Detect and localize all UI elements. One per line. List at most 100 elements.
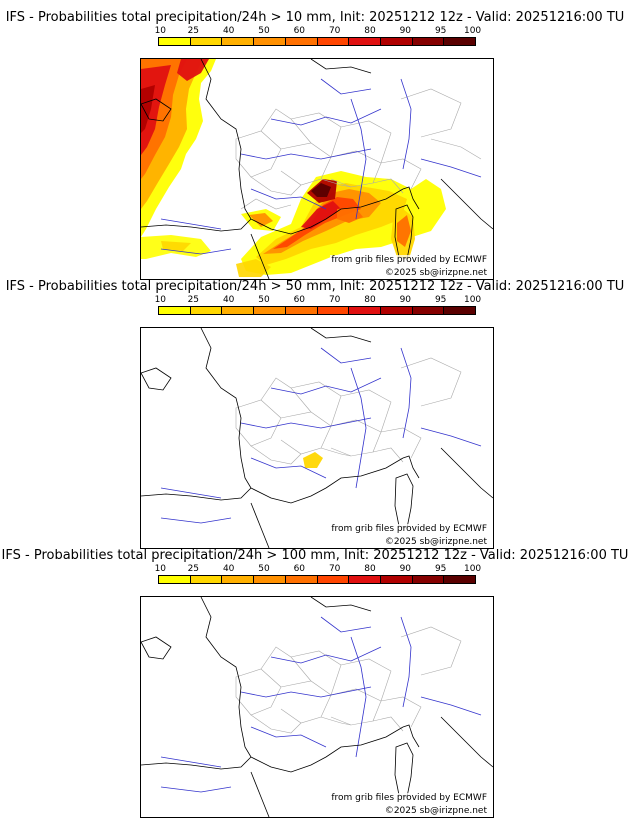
colorbar-label: 90 (399, 564, 412, 574)
precip-area (303, 452, 323, 468)
colorbar-segment (444, 38, 476, 45)
coastline (141, 597, 493, 817)
colorbar-segment (380, 307, 413, 314)
colorbar-label: 25 (187, 564, 200, 574)
colorbar-segment (222, 576, 255, 583)
colorbar-segment (412, 38, 445, 45)
colorbar-label: 40 (222, 295, 235, 305)
colorbar-label: 70 (328, 564, 341, 574)
colorbar-segment (349, 576, 381, 583)
panel-gt100: IFS - Probabilities total precipitation/… (0, 548, 630, 820)
colorbar-label: 40 (222, 564, 235, 574)
colorbar-segment (222, 38, 255, 45)
colorbar-label: 100 (463, 564, 482, 574)
colorbar-segment (190, 576, 223, 583)
colorbar-label: 50 (258, 295, 270, 305)
precip-area (397, 215, 411, 247)
colorbar-segment (349, 307, 381, 314)
colorbar-label: 90 (399, 295, 412, 305)
map-svg (141, 597, 493, 817)
colorbar-label: 80 (364, 564, 376, 574)
map-title: IFS - Probabilities total precipitation/… (1, 548, 629, 563)
credit-source: from grib files provided by ECMWF (330, 524, 488, 534)
coastline (141, 59, 493, 279)
colorbar-strip (158, 575, 476, 584)
colorbar-segment (444, 576, 476, 583)
colorbar-labels: 10 25 40 50 60 70 80 90 95 100 (154, 564, 482, 576)
map-svg (141, 328, 493, 548)
colorbar-segment (159, 307, 191, 314)
precip-probability-areas (303, 452, 323, 468)
colorbar-label: 80 (364, 26, 376, 36)
colorbar-label: 60 (293, 295, 306, 305)
credit-source: from grib files provided by ECMWF (330, 793, 488, 803)
panel-gt10: IFS - Probabilities total precipitation/… (0, 10, 630, 282)
borders (235, 626, 462, 734)
precip-area (141, 85, 155, 133)
colorbar-segment (285, 576, 318, 583)
colorbar-strip (158, 37, 476, 46)
colorbar-segment (285, 307, 318, 314)
colorbar-label: 25 (187, 26, 200, 36)
colorbar-segment (222, 307, 255, 314)
colorbar-segment (254, 576, 286, 583)
colorbar-segment (349, 38, 381, 45)
borders (235, 357, 462, 465)
precip-area (177, 59, 209, 81)
colorbar-segment (254, 38, 286, 45)
colorbar-segment (190, 38, 223, 45)
colorbar: 10 25 40 50 60 70 80 90 95 100 (154, 26, 482, 56)
colorbar-label: 60 (293, 564, 306, 574)
precip-area (301, 201, 341, 229)
precip-area (337, 207, 363, 223)
colorbar-label: 70 (328, 295, 341, 305)
colorbar-label: 25 (187, 295, 200, 305)
colorbar-segment (380, 576, 413, 583)
colorbar-label: 10 (154, 295, 167, 305)
credit-copyright: ©2025 sb@irizpne.net (383, 537, 488, 547)
colorbar-segment (444, 307, 476, 314)
precip-area (249, 213, 273, 227)
precipitation-map: from grib files provided by ECMWF ©2025 … (140, 58, 494, 280)
colorbar-label: 50 (258, 564, 270, 574)
colorbar-label: 10 (154, 26, 167, 36)
colorbar-segment (380, 38, 413, 45)
map-title: IFS - Probabilities total precipitation/… (5, 279, 625, 294)
rivers (160, 78, 482, 255)
map-title: IFS - Probabilities total precipitation/… (5, 10, 625, 25)
colorbar-segment (412, 576, 445, 583)
precip-area (311, 183, 331, 197)
colorbar-label: 95 (434, 295, 447, 305)
colorbar-label: 60 (293, 26, 306, 36)
colorbar-label: 95 (434, 26, 447, 36)
colorbar-segment (412, 307, 445, 314)
map-svg (141, 59, 493, 279)
colorbar-label: 10 (154, 564, 167, 574)
colorbar-labels: 10 25 40 50 60 70 80 90 95 100 (154, 295, 482, 307)
credit-copyright: ©2025 sb@irizpne.net (383, 806, 488, 816)
rivers (160, 616, 482, 793)
colorbar-segment (317, 307, 350, 314)
precipitation-map: from grib files provided by ECMWF ©2025 … (140, 596, 494, 818)
colorbar-label: 90 (399, 26, 412, 36)
coastline (141, 328, 493, 548)
colorbar-label: 100 (463, 26, 482, 36)
colorbar-label: 40 (222, 26, 235, 36)
colorbar-label: 50 (258, 26, 270, 36)
colorbar: 10 25 40 50 60 70 80 90 95 100 (154, 564, 482, 594)
colorbar-segment (317, 38, 350, 45)
colorbar-strip (158, 306, 476, 315)
colorbar-label: 80 (364, 295, 376, 305)
colorbar-segment (159, 38, 191, 45)
precipitation-map: from grib files provided by ECMWF ©2025 … (140, 327, 494, 549)
colorbar-segment (190, 307, 223, 314)
precip-probability-areas (141, 59, 446, 277)
colorbar-labels: 10 25 40 50 60 70 80 90 95 100 (154, 26, 482, 38)
rivers (160, 347, 482, 524)
precip-area (161, 241, 191, 251)
colorbar-label: 70 (328, 26, 341, 36)
precip-area (236, 259, 271, 277)
borders (235, 88, 482, 210)
credit-source: from grib files provided by ECMWF (330, 255, 488, 265)
colorbar-label: 100 (463, 295, 482, 305)
